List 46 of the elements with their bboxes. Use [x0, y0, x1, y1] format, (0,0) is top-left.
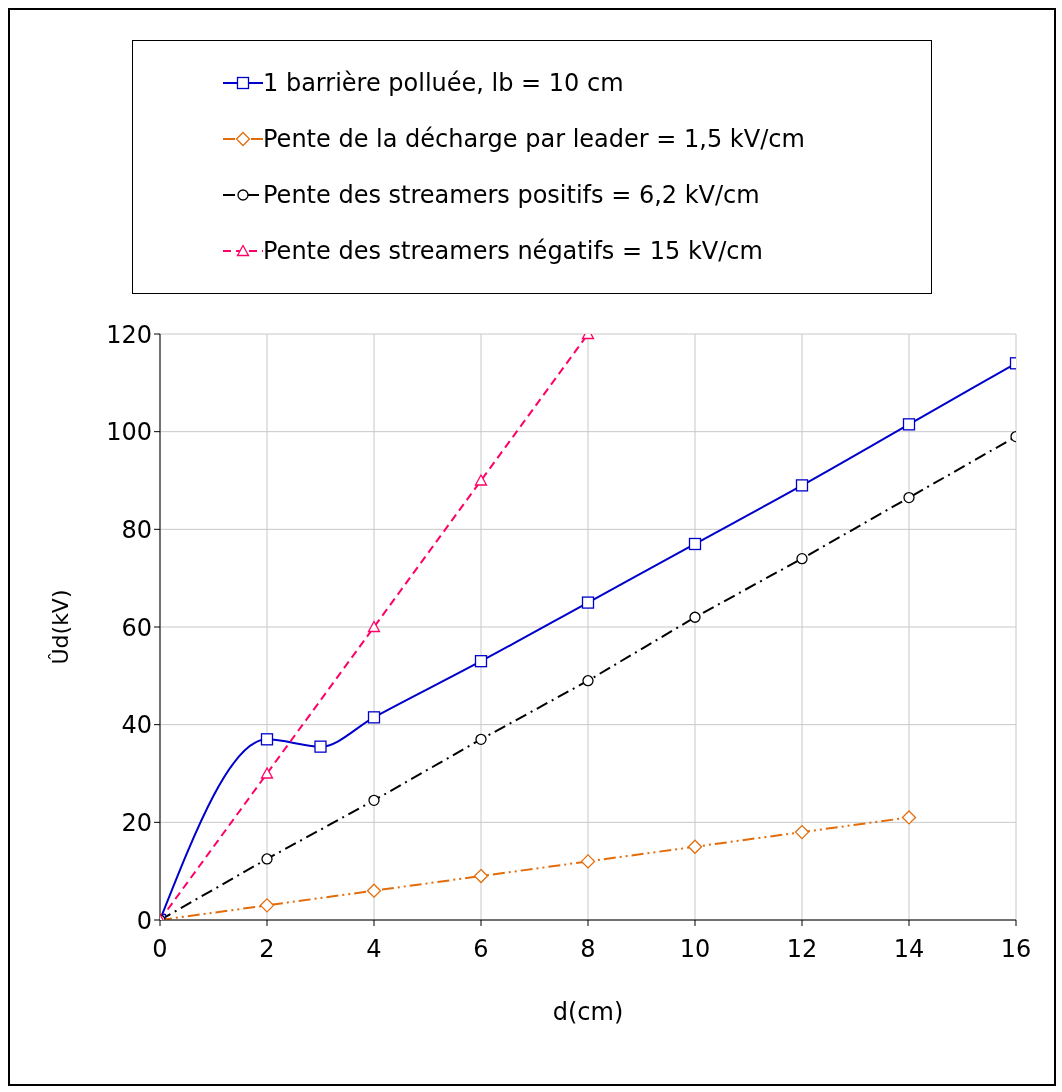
legend-label: Pente des streamers négatifs = 15 kV/cm [263, 237, 763, 265]
legend-label: Pente des streamers positifs = 6,2 kV/cm [263, 181, 760, 209]
x-tick-label: 2 [259, 935, 275, 964]
x-tick-label: 4 [366, 935, 382, 964]
point [367, 711, 381, 724]
x-tick-label: 6 [473, 935, 489, 964]
point [474, 655, 488, 668]
x-tick-label: 12 [786, 935, 818, 964]
y-tick-label: 20 [121, 808, 152, 837]
y-tick-label: 60 [121, 613, 152, 642]
point [260, 733, 274, 746]
x-axis-title: d(cm) [552, 998, 624, 1026]
point [261, 853, 273, 865]
y-axis-title: Ûd(kV) [47, 589, 73, 665]
point [368, 794, 380, 807]
point [367, 620, 381, 633]
point [795, 479, 809, 492]
point [582, 675, 594, 687]
x-tick-label: 14 [893, 935, 925, 964]
point [687, 839, 703, 854]
y-tick-label: 100 [106, 418, 152, 447]
x-tick-label: 16 [1000, 935, 1032, 964]
point [473, 868, 489, 884]
point [581, 596, 595, 609]
legend-label: Pente de la décharge par leader = 1,5 kV/cm [263, 125, 805, 153]
point [794, 824, 810, 840]
point [796, 552, 808, 565]
point [260, 767, 274, 779]
point [901, 810, 917, 825]
y-tick-label: 0 [136, 906, 152, 935]
legend-label: 1 barrière polluée, lb = 10 cm [263, 69, 624, 97]
point [474, 474, 488, 486]
point [580, 854, 596, 869]
x-tick-label: 8 [580, 935, 596, 964]
point [689, 611, 701, 623]
y-tick-label: 80 [121, 515, 152, 544]
point [903, 491, 915, 504]
point [314, 740, 327, 753]
point [475, 733, 487, 745]
point [902, 418, 916, 431]
point [688, 537, 702, 551]
x-tick-label: 10 [679, 935, 711, 964]
point [259, 898, 275, 913]
y-tick-label: 40 [121, 711, 152, 740]
point [366, 883, 382, 898]
y-tick-label: 120 [106, 320, 152, 349]
